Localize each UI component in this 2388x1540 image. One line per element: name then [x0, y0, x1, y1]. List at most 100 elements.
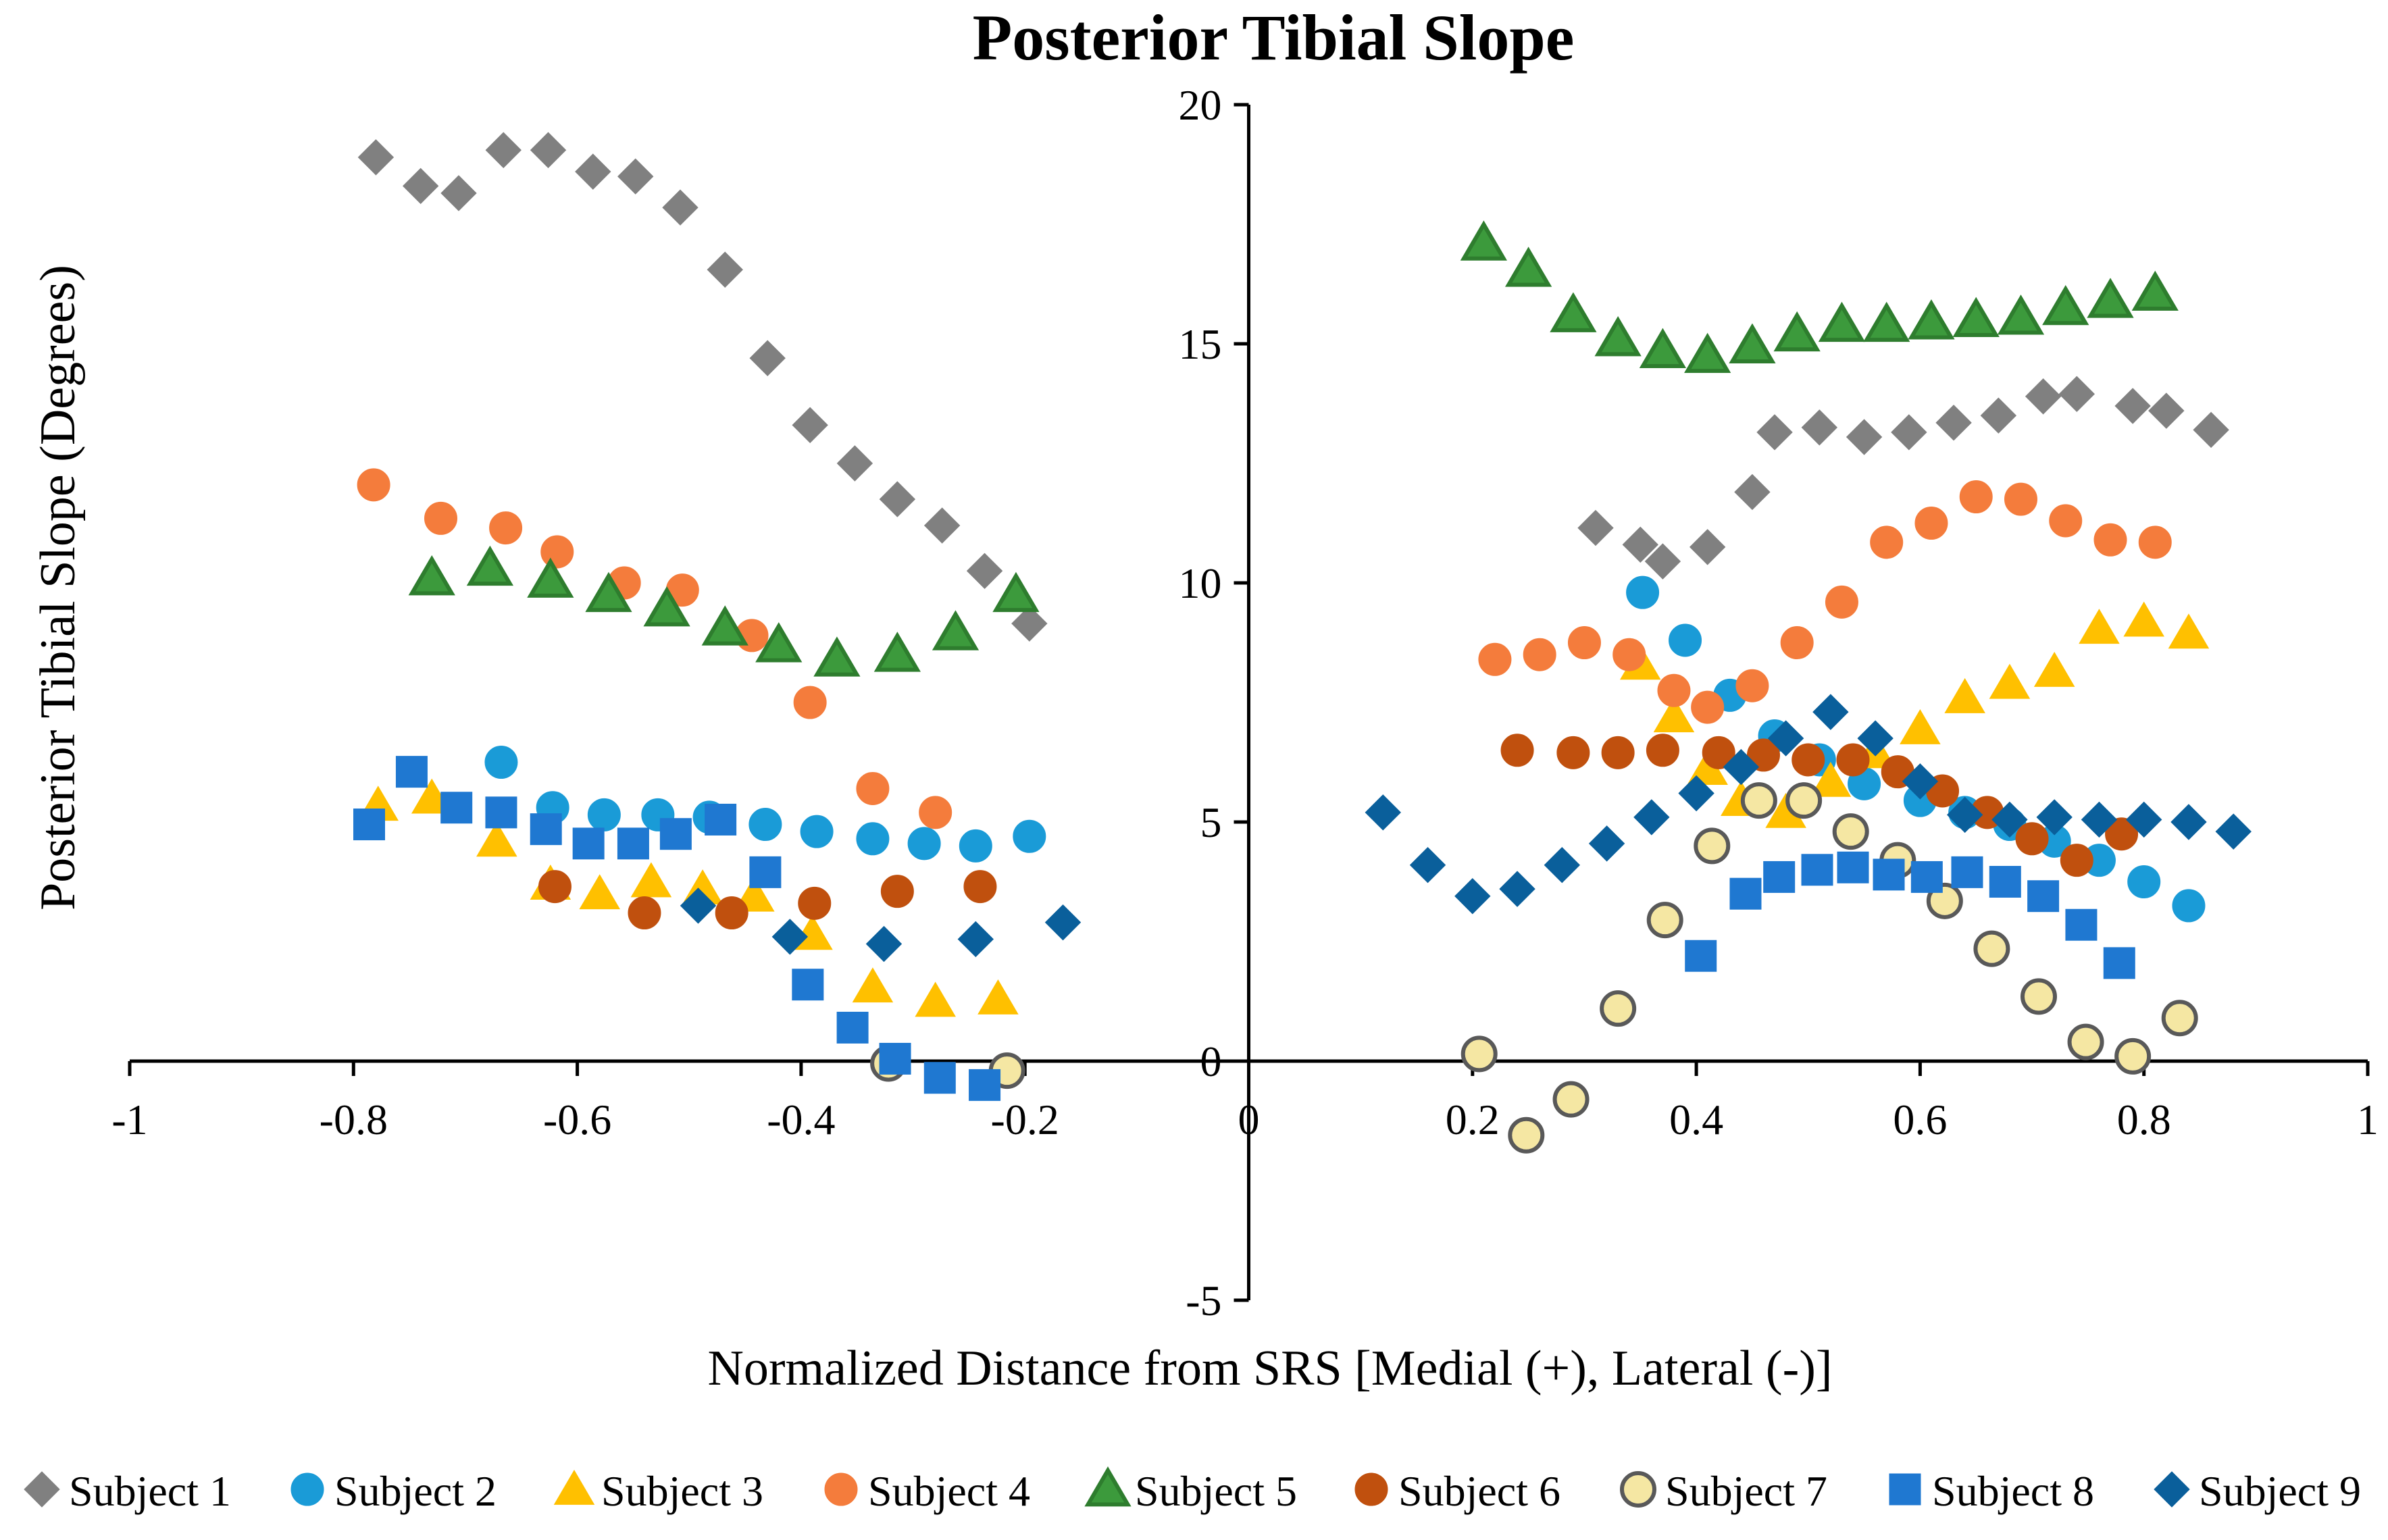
data-point-subject-8: [1729, 877, 1762, 910]
data-point-subject-4: [1959, 480, 1993, 514]
data-point-subject-4: [919, 796, 952, 829]
data-point-subject-5: [1505, 247, 1552, 287]
x-tick-label: 1: [2357, 1096, 2379, 1144]
x-tick-label: 0.6: [1893, 1096, 1947, 1144]
data-point-subject-1: [792, 407, 828, 444]
data-point-subject-6: [1792, 743, 1825, 777]
legend-marker: [824, 1472, 858, 1506]
legend-item: Subject 4: [824, 1467, 1030, 1515]
data-point-subject-9: [2170, 804, 2207, 840]
data-point-subject-2: [2172, 889, 2206, 923]
data-point-subject-7: [1785, 782, 1823, 819]
data-point-subject-9: [1454, 878, 1491, 915]
data-point-subject-1: [440, 175, 477, 211]
x-tick-label: -0.2: [991, 1096, 1059, 1144]
data-point-subject-5: [1594, 315, 1642, 357]
data-point-subject-6: [538, 870, 571, 904]
legend-marker: [2154, 1471, 2190, 1508]
legend-label: Subject 3: [601, 1467, 763, 1515]
data-point-subject-9: [771, 919, 809, 955]
data-point-subject-9: [957, 921, 994, 958]
data-point-subject-5: [1639, 328, 1687, 369]
series-3: [357, 601, 2210, 1017]
data-point-subject-4: [2049, 504, 2083, 538]
data-point-subject-5: [1729, 323, 1776, 363]
data-point-subject-6: [2105, 817, 2139, 851]
legend-item: Subject 7: [1620, 1467, 1827, 1515]
y-tick-label: 0: [1200, 1037, 1222, 1085]
data-point-subject-5: [932, 610, 980, 650]
y-tick-label: 10: [1179, 559, 1222, 607]
x-tick-label: 0.8: [2117, 1096, 2171, 1144]
data-point-subject-8: [792, 969, 824, 1001]
series-8: [353, 756, 2135, 1101]
data-point-subject-8: [705, 803, 737, 836]
data-point-subject-6: [880, 875, 914, 908]
x-tick-label: 0.4: [1669, 1096, 1723, 1144]
data-point-subject-2: [748, 808, 782, 842]
data-point-subject-9: [1409, 847, 1446, 883]
data-point-subject-7: [2020, 978, 2057, 1015]
data-point-subject-2: [856, 822, 890, 856]
data-point-subject-6: [1556, 736, 1590, 769]
data-point-subject-4: [1825, 585, 1858, 619]
data-point-subject-8: [1910, 861, 1943, 893]
y-axis-label: Posterior Tibial Slope (Degrees): [30, 265, 86, 910]
data-point-subject-6: [2015, 822, 2049, 856]
data-point-subject-3: [977, 979, 1019, 1015]
data-point-subject-8: [1685, 940, 1717, 972]
legend-marker: [1354, 1472, 1388, 1506]
data-point-subject-5: [701, 605, 748, 646]
legend-label: Subject 7: [1665, 1467, 1827, 1515]
data-point-subject-3: [915, 981, 956, 1017]
data-point-subject-5: [755, 622, 803, 663]
data-point-subject-5: [813, 636, 861, 677]
data-point-subject-5: [1908, 299, 1955, 340]
data-point-subject-1: [707, 251, 743, 288]
data-point-subject-4: [424, 501, 458, 535]
data-point-subject-5: [1684, 332, 1731, 374]
data-point-subject-2: [1669, 623, 1702, 657]
data-point-subject-8: [353, 808, 385, 841]
data-point-subject-7: [1694, 827, 1731, 865]
data-point-subject-1: [966, 553, 1003, 590]
data-point-subject-1: [2114, 388, 2151, 424]
data-point-subject-5: [1997, 294, 2045, 335]
legend-marker: [1889, 1473, 1921, 1506]
data-point-subject-9: [1812, 694, 1849, 730]
data-point-subject-4: [2004, 482, 2037, 516]
data-point-subject-3: [2079, 609, 2120, 644]
legend-label: Subject 2: [334, 1467, 497, 1515]
legend-marker: [1084, 1466, 1132, 1507]
data-point-subject-1: [530, 132, 567, 168]
series-4: [357, 468, 2172, 829]
data-point-subject-4: [1657, 673, 1691, 707]
data-point-subject-3: [1900, 709, 1941, 744]
data-point-subject-7: [1552, 1081, 1590, 1118]
data-point-subject-9: [1767, 720, 1804, 756]
data-point-subject-1: [2058, 376, 2095, 413]
data-point-subject-6: [1646, 734, 1679, 767]
data-point-subject-8: [395, 756, 428, 788]
data-point-subject-3: [579, 874, 621, 910]
x-axis-label: Normalized Distance from SRS [Medial (+)…: [707, 1341, 1832, 1396]
data-point-subject-6: [2060, 844, 2093, 877]
data-point-subject-3: [852, 967, 894, 1003]
legend-item: Subject 5: [1084, 1466, 1297, 1515]
data-point-subject-1: [836, 445, 873, 482]
data-point-subject-4: [1691, 690, 1725, 724]
data-point-subject-8: [440, 792, 473, 824]
data-point-subject-4: [489, 511, 523, 545]
data-point-subject-1: [1689, 529, 1726, 565]
data-point-subject-3: [1989, 663, 2031, 699]
data-point-subject-5: [1818, 301, 1866, 342]
data-point-subject-9: [2036, 799, 2073, 836]
data-point-subject-1: [923, 507, 961, 544]
data-point-subject-1: [1734, 473, 1771, 511]
data-point-subject-8: [1989, 866, 2021, 898]
data-point-subject-1: [2193, 411, 2229, 448]
legend-label: Subject 1: [69, 1467, 231, 1515]
data-point-subject-5: [643, 586, 690, 627]
data-point-subject-9: [2081, 801, 2118, 838]
data-point-subject-6: [1601, 736, 1635, 769]
